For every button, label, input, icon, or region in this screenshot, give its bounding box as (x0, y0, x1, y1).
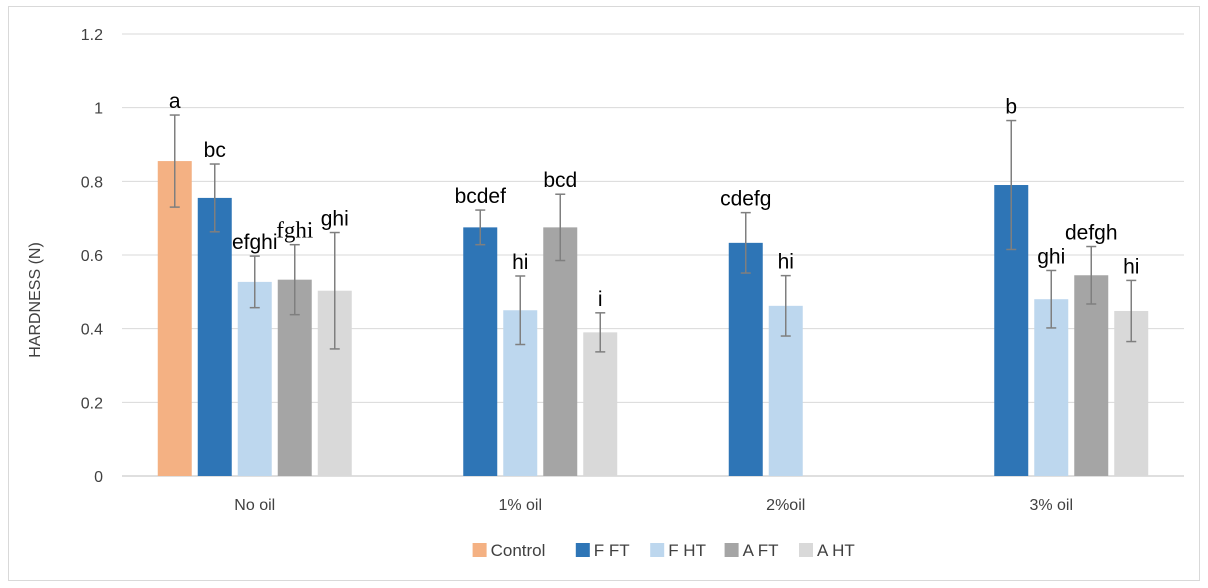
legend-swatch (650, 543, 665, 557)
x-tick-label: No oil (234, 497, 275, 514)
x-axis-ticks: No oil 1% oil 2%oil 3% oil (234, 497, 1073, 514)
bars (157, 161, 1149, 477)
bar (543, 227, 578, 476)
error-bars (169, 114, 1137, 353)
y-tick-label: 0.8 (81, 174, 103, 191)
y-tick-label: 0.2 (81, 395, 103, 412)
legend-swatch (799, 543, 813, 557)
y-axis-ticks: 0 0.2 0.4 0.6 0.8 1 1.2 (81, 27, 103, 486)
x-tick-label: 2%oil (766, 497, 805, 514)
bar (583, 332, 618, 476)
y-axis-label: HARDNESS (N) (27, 242, 44, 358)
data-label: hi (1123, 255, 1139, 278)
legend-label: F HT (668, 541, 706, 560)
x-tick-label: 1% oil (498, 497, 542, 514)
y-tick-label: 0 (94, 469, 103, 486)
data-label: fghi (276, 218, 313, 243)
bar (1074, 275, 1109, 476)
bar (197, 197, 232, 477)
data-label: i (598, 288, 603, 311)
legend-label: Control (491, 541, 546, 560)
y-tick-label: 0.4 (81, 322, 103, 339)
legend-swatch (724, 543, 739, 557)
data-label: a (169, 90, 181, 113)
legend-label: A FT (743, 541, 779, 560)
data-label: b (1005, 96, 1017, 119)
x-tick-label: 3% oil (1029, 497, 1073, 514)
data-label: cdefg (720, 188, 771, 211)
legend-label: A HT (817, 541, 855, 560)
data-label: ghi (1037, 245, 1065, 268)
data-label: bc (204, 139, 226, 162)
legend-swatch (472, 543, 487, 557)
data-label: hi (512, 251, 528, 274)
legend-swatch (575, 543, 590, 557)
legend: Control F FT F HT A FT A HT (472, 541, 855, 560)
data-label: hi (778, 251, 794, 274)
bar (728, 242, 763, 476)
data-label: bcdef (455, 185, 507, 208)
data-label: ghi (321, 208, 349, 231)
data-label: defgh (1065, 222, 1118, 245)
y-tick-label: 0.6 (81, 248, 103, 265)
data-label: bcd (543, 169, 577, 192)
y-tick-label: 1 (94, 101, 103, 118)
bar (237, 281, 272, 476)
y-tick-label: 1.2 (81, 27, 103, 44)
bar (157, 161, 192, 476)
legend-label: F FT (594, 541, 630, 560)
data-label: efghi (232, 231, 278, 254)
bar (463, 227, 498, 476)
